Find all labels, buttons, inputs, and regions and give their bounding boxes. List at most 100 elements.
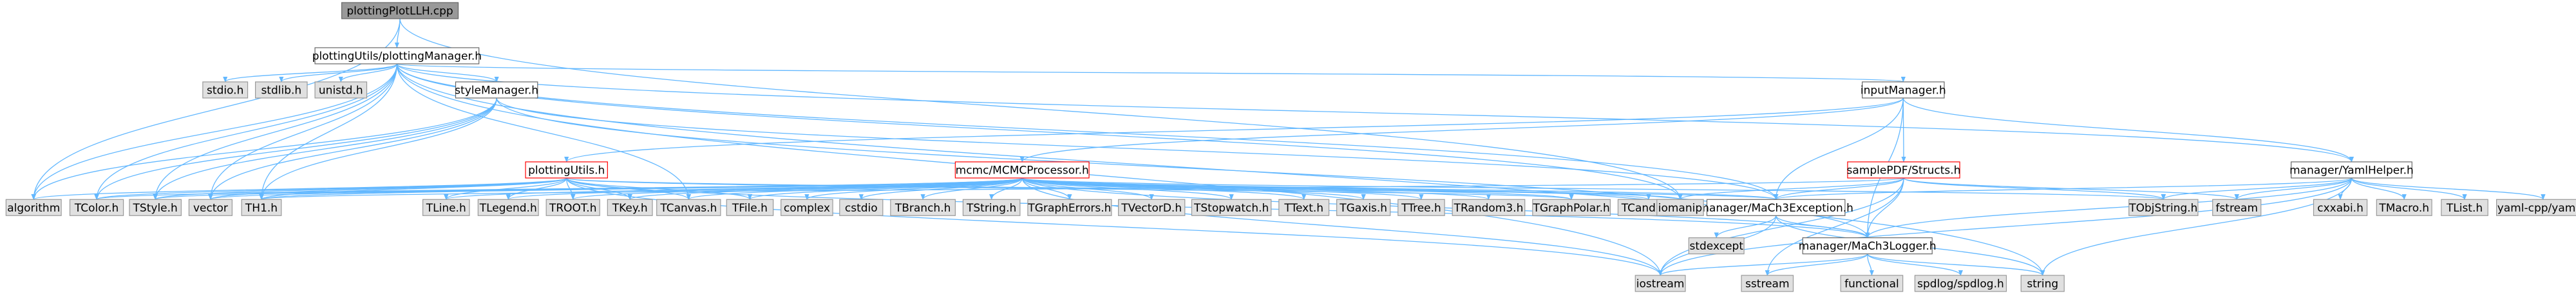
node-fstream-label: fstream: [2215, 202, 2258, 215]
node-tgraphpolar: TGraphPolar.h: [1532, 199, 1611, 216]
edge-spdf-to-sstream: [1765, 177, 1904, 276]
edge-exc-to-log: [1776, 215, 1870, 239]
edge-pm-to-tcanvas: [396, 63, 691, 201]
node-spdf-box: [1847, 161, 1960, 179]
node-yaml-label: manager/YamlHelper.h: [2289, 164, 2414, 177]
node-fstream-box: [2212, 199, 2262, 216]
node-tcolor-label: TColor.h: [74, 202, 118, 215]
edge-yaml-to-yamlcpp: [2351, 177, 2546, 201]
node-fstream: fstream: [2212, 199, 2262, 216]
node-complex: complex: [781, 199, 833, 216]
node-tbranch: TBranch.h: [890, 199, 956, 216]
node-yaml-box: [2291, 161, 2412, 179]
node-tcolor-box: [69, 199, 124, 216]
node-stdio: stdio.h: [202, 81, 249, 99]
edge-sm-to-exc: [496, 97, 1779, 201]
edge-mcmc-to-tbranch: [920, 177, 1023, 201]
node-spdf[interactable]: samplePDF/Structs.h: [1847, 161, 1961, 179]
node-tbranch-box: [890, 199, 956, 216]
node-spdlog-box: [1914, 275, 2007, 292]
node-trandom3-box: [1452, 199, 1526, 216]
node-pu-box: [525, 161, 608, 179]
edge-root-to-iomanip: [399, 18, 1683, 201]
node-mcmc[interactable]: mcmc/MCMCProcessor.h: [954, 161, 1090, 179]
node-stdlib-box: [255, 81, 308, 99]
node-trandom3: TRandom3.h: [1452, 199, 1526, 216]
node-tvectord-box: [1118, 199, 1186, 216]
node-im[interactable]: inputManager.h: [1861, 81, 1946, 99]
node-tcanvas-label: TCanvas.h: [659, 202, 717, 215]
node-spdlog: spdlog/spdlog.h: [1914, 275, 2007, 292]
node-ttree-label: TTree.h: [1401, 202, 1441, 215]
node-mcmc-label: mcmc/MCMCProcessor.h: [956, 164, 1089, 177]
node-log[interactable]: manager/MaCh3Logger.h: [1799, 237, 1937, 255]
edge-im-to-mcmc: [1019, 97, 1904, 163]
node-tstopwatch-box: [1191, 199, 1272, 216]
node-stdio-label: stdio.h: [207, 84, 243, 97]
node-yaml[interactable]: manager/YamlHelper.h: [2289, 161, 2414, 179]
edge-log-to-string: [1867, 253, 2045, 276]
node-unistd: unistd.h: [314, 81, 368, 99]
edge-log-to-functional: [1867, 253, 1875, 276]
node-root-label: plottingPlotLLH.cpp: [346, 5, 453, 18]
edge-sm-to-algorithm: [31, 97, 497, 201]
edge-mcmc-to-complex: [804, 177, 1023, 201]
edge-im-to-exc: [1774, 97, 1904, 201]
node-log-label: manager/MaCh3Logger.h: [1799, 240, 1937, 253]
node-unistd-box: [314, 81, 368, 99]
node-troot: TROOT.h: [545, 199, 600, 216]
node-root[interactable]: plottingPlotLLH.cpp: [341, 2, 459, 19]
node-cxxabi-label: cxxabi.h: [2317, 202, 2363, 215]
edge-sm-to-th1: [259, 97, 497, 201]
edge-yaml-to-iostream: [1658, 177, 2353, 276]
node-tline-label: TLine.h: [426, 202, 466, 215]
node-functional-box: [1840, 275, 1904, 292]
node-stdlib-label: stdlib.h: [261, 84, 301, 97]
node-pu-label: plottingUtils.h: [528, 164, 605, 177]
node-tkey-label: TKey.h: [612, 202, 648, 215]
node-exc[interactable]: manager/MaCh3Exception.h: [1698, 199, 1853, 216]
node-pu[interactable]: plottingUtils.h: [525, 161, 608, 179]
node-tmacro-label: TMacro.h: [2378, 202, 2429, 215]
edge-pm-to-vector: [208, 63, 398, 201]
edge-log-to-spdlog: [1867, 253, 1964, 276]
node-spdlog-label: spdlog/spdlog.h: [1917, 277, 2004, 290]
edge-mcmc-to-iostream: [1021, 177, 1663, 276]
node-tlist: TList.h: [2441, 199, 2488, 216]
node-root-box: [341, 2, 459, 19]
node-tgraphpolar-label: TGraphPolar.h: [1532, 202, 1609, 215]
node-tmacro: TMacro.h: [2376, 199, 2432, 216]
edge-pm-to-th1: [259, 63, 398, 201]
node-sm-label: styleManager.h: [455, 84, 538, 97]
node-sstream-label: sstream: [1745, 277, 1789, 290]
node-pm-box: [314, 47, 480, 64]
node-tstring: TString.h: [962, 199, 1021, 216]
edge-pm-to-im: [396, 63, 1905, 83]
edge-sm-to-vector: [208, 97, 497, 201]
node-trandom3-label: TRandom3.h: [1454, 202, 1524, 215]
node-tstyle-label: TStyle.h: [133, 202, 178, 215]
node-pm[interactable]: plottingUtils/plottingManager.h: [312, 47, 482, 64]
edge-pu-to-iostream: [566, 177, 1663, 276]
node-tline-box: [422, 199, 470, 216]
node-tfile: TFile.h: [726, 199, 774, 216]
edge-spdf-to-log: [1865, 177, 1904, 239]
node-sstream-box: [1741, 275, 1794, 292]
node-th1-label: TH1.h: [245, 202, 278, 215]
node-tgaxis-label: TGaxis.h: [1339, 202, 1387, 215]
node-tfile-label: TFile.h: [732, 202, 768, 215]
node-pm-label: plottingUtils/plottingManager.h: [312, 50, 482, 63]
node-tobjstring-box: [2128, 199, 2199, 216]
edge-yaml-to-tobjstring: [2161, 177, 2353, 201]
node-tline: TLine.h: [422, 199, 470, 216]
edge-yaml-to-exc: [1774, 177, 2353, 201]
node-tgraperr-label: TGraphErrors.h: [1027, 202, 1111, 215]
node-tlegend-box: [477, 199, 539, 216]
node-sm[interactable]: styleManager.h: [455, 81, 538, 99]
edge-yaml-to-fstream: [2234, 177, 2353, 201]
node-tgraperr-box: [1027, 199, 1112, 216]
node-yamlcpp-label: yaml-cpp/yaml.h: [2497, 202, 2576, 215]
node-functional: functional: [1840, 275, 1904, 292]
edge-pm-to-stdlib: [279, 63, 398, 83]
node-unistd-label: unistd.h: [319, 84, 363, 97]
